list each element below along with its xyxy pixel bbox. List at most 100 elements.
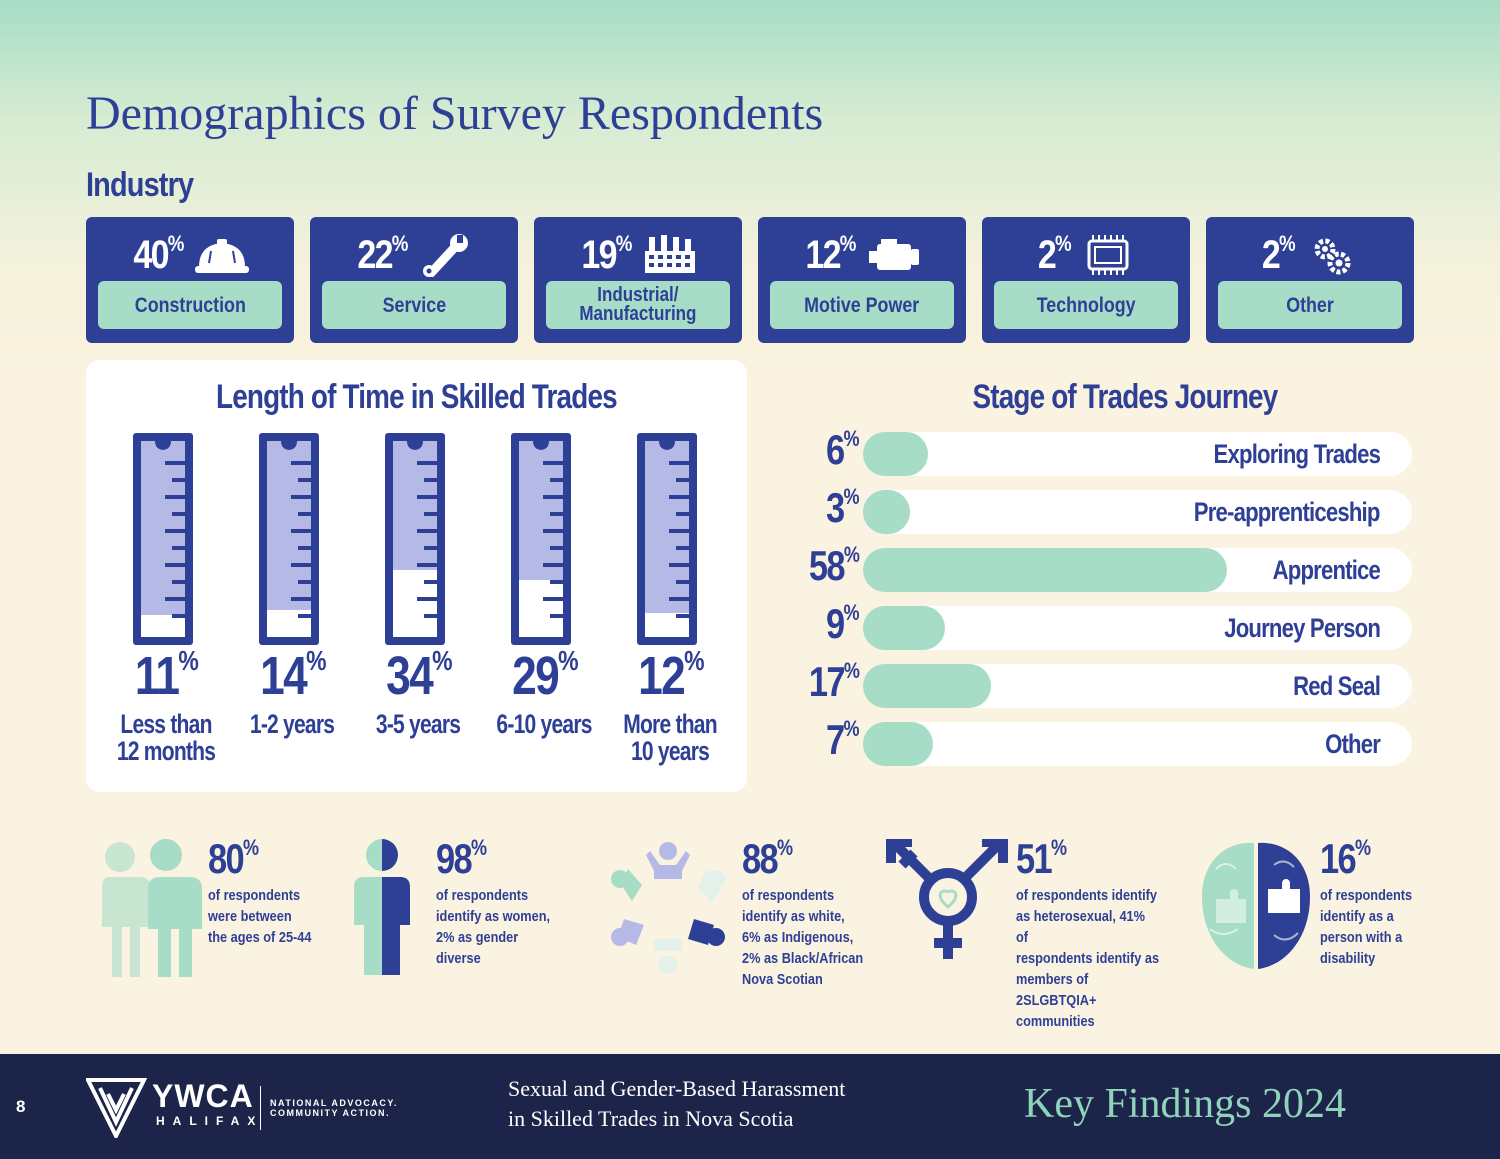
chip-icon	[1087, 235, 1129, 275]
stage-percent: 7%	[826, 716, 860, 763]
stat-age: 80% of respondents were between the ages…	[86, 835, 336, 985]
length-percent: 34%	[385, 645, 452, 706]
length-label: More than 10 years	[623, 709, 717, 766]
stage-row: 17% Red Seal	[776, 658, 1412, 708]
stage-track: Apprentice	[863, 548, 1412, 592]
factory-icon	[645, 235, 696, 273]
ruler-tick	[543, 495, 563, 499]
ruler-tick	[669, 529, 689, 533]
industry-percent: 2%	[1037, 230, 1072, 277]
ruler-tick	[417, 495, 437, 499]
industry-label: Industrial/ Manufacturing	[546, 281, 730, 329]
ruler-tick	[291, 529, 311, 533]
ruler-tick	[424, 478, 437, 482]
length-label: 3-5 years	[375, 709, 461, 739]
industry-heading: Industry	[86, 166, 194, 204]
ruler-tick	[298, 546, 311, 550]
ruler-tick	[298, 614, 311, 618]
ruler-tick	[172, 614, 185, 618]
ruler-tick	[165, 597, 185, 601]
stage-heading: Stage of Trades Journey	[972, 378, 1279, 416]
ruler-tick	[291, 461, 311, 465]
logo-tagline: NATIONAL ADVOCACY. COMMUNITY ACTION.	[270, 1098, 398, 1118]
logo-sub: HALIFAX	[156, 1114, 264, 1128]
stat-text: of respondents identify as a person with…	[1320, 887, 1413, 967]
ruler-icon	[385, 433, 445, 645]
engine-icon	[869, 239, 920, 270]
ruler-icon	[511, 433, 571, 645]
key-findings-label: Key Findings 2024	[1024, 1081, 1347, 1127]
ruler-tick	[165, 461, 185, 465]
length-item: 11% Less than 12 months	[106, 433, 226, 773]
industry-label: Service	[322, 281, 506, 329]
ruler-tick	[543, 461, 563, 465]
ruler-tick	[417, 461, 437, 465]
industry-percent: 40%	[133, 230, 184, 277]
length-item: 14% 1-2 years	[232, 433, 352, 773]
ruler-tick	[298, 478, 311, 482]
stage-label: Journey Person	[1224, 613, 1381, 643]
stage-label: Apprentice	[1272, 555, 1381, 585]
ruler-tick	[669, 597, 689, 601]
stage-label: Red Seal	[1293, 671, 1381, 701]
stat-orientation: 51% of respondents identify as heterosex…	[884, 835, 1184, 1030]
length-percent: 29%	[511, 645, 578, 706]
stage-row: 58% Apprentice	[776, 542, 1412, 592]
ruler-tick	[669, 563, 689, 567]
length-label: 1-2 years	[249, 709, 335, 739]
ruler-tick	[550, 478, 563, 482]
stage-bar	[863, 490, 910, 534]
ruler-tick	[291, 563, 311, 567]
stage-track: Journey Person	[863, 606, 1412, 650]
ruler-tick	[669, 461, 689, 465]
industry-percent: 12%	[805, 230, 856, 277]
stat-percent: 51%	[1016, 835, 1067, 882]
page-number: 8	[16, 1097, 26, 1116]
industry-percent: 19%	[581, 230, 632, 277]
ruler-tick	[165, 529, 185, 533]
logo-word: YWCA	[152, 1078, 254, 1114]
person-half-icon	[354, 839, 410, 975]
ruler-tick	[291, 597, 311, 601]
diverse-circle-icon	[611, 842, 725, 974]
stage-row: 3% Pre-apprenticeship	[776, 484, 1412, 534]
stage-label: Exploring Trades	[1213, 439, 1380, 469]
industry-card-other: 2% Other	[1206, 217, 1414, 343]
stage-bar	[863, 432, 928, 476]
ruler-tick	[676, 512, 689, 516]
length-label: 6-10 years	[496, 709, 592, 739]
stat-disability: 16% of respondents identify as a person …	[1196, 835, 1456, 985]
ruler-tick	[417, 529, 437, 533]
gender-symbol-icon	[886, 839, 1008, 959]
footer: 8 YWCA HALIFAX NATIONAL ADVOCACY. COMMUN…	[0, 1054, 1500, 1159]
length-percent: 11%	[134, 645, 199, 706]
stage-row: 7% Other	[776, 716, 1412, 766]
stage-row: 6% Exploring Trades	[776, 426, 1412, 476]
ruler-fill	[267, 441, 311, 610]
stat-text: of respondents were between the ages of …	[208, 887, 312, 946]
ruler-tick	[165, 495, 185, 499]
ruler-gauge	[393, 441, 437, 637]
stat-text: of respondents identify as white, 6% as …	[742, 887, 864, 988]
wrench-icon	[423, 234, 469, 277]
stat-ethnicity: 88% of respondents identify as white, 6%…	[598, 835, 888, 995]
ruler-tick	[424, 580, 437, 584]
ruler-tick	[172, 478, 185, 482]
report-title: Sexual and Gender-Based Harassment in Sk…	[508, 1076, 846, 1131]
ruler-tick	[417, 563, 437, 567]
length-label: Less than 12 months	[116, 709, 216, 766]
stat-percent: 88%	[742, 835, 793, 882]
stat-text: of respondents identify as heterosexual,…	[1016, 887, 1160, 1030]
industry-cards: 40% Construction 22% Service 19%	[86, 217, 1414, 343]
industry-card-motive-power: 12% Motive Power	[758, 217, 966, 343]
stage-percent: 6%	[826, 426, 860, 473]
industry-percent: 2%	[1261, 230, 1296, 277]
ruler-tick	[172, 546, 185, 550]
ruler-cap-icon	[155, 441, 171, 450]
ruler-gauge	[141, 441, 185, 637]
ruler-tick	[298, 580, 311, 584]
ywca-logo: YWCA HALIFAX NATIONAL ADVOCACY. COMMUNIT…	[86, 1078, 416, 1138]
ruler-tick	[298, 512, 311, 516]
industry-card-technology: 2% Technology	[982, 217, 1190, 343]
ruler-tick	[543, 563, 563, 567]
